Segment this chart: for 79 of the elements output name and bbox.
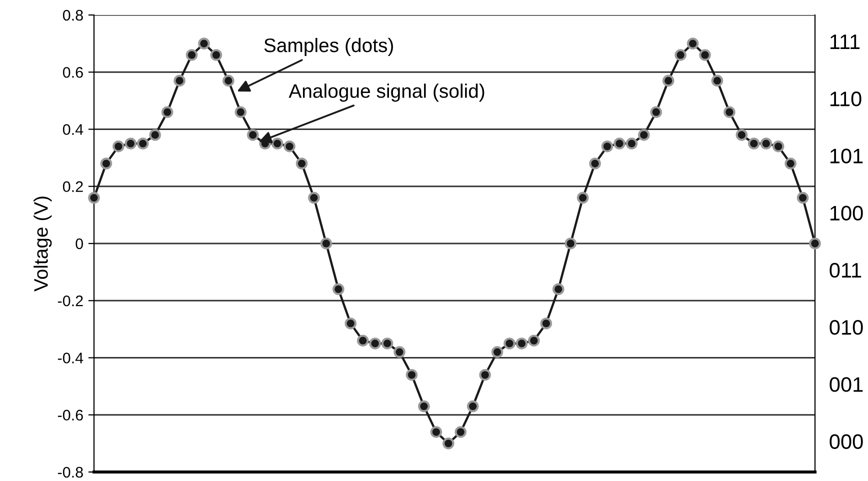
point xyxy=(418,400,430,412)
point xyxy=(711,74,724,87)
text: 010 xyxy=(830,320,863,335)
y-axis-title: Voltage (V) xyxy=(34,196,52,292)
point xyxy=(442,438,454,450)
text: 001 xyxy=(830,377,863,392)
point xyxy=(479,368,491,381)
point xyxy=(760,138,772,150)
point xyxy=(576,192,589,204)
point xyxy=(540,318,552,330)
y-tick-label: 0 xyxy=(76,238,83,250)
point xyxy=(369,338,381,350)
point xyxy=(784,158,796,170)
point xyxy=(772,140,784,152)
point xyxy=(686,38,699,50)
y-tick-label: 0.6 xyxy=(62,66,83,78)
point xyxy=(564,238,576,250)
point xyxy=(136,138,149,150)
annotation: Analogue signal (solid) xyxy=(288,84,484,102)
point xyxy=(161,106,174,118)
point xyxy=(88,192,100,204)
point xyxy=(796,192,809,204)
text: 110 xyxy=(830,92,862,106)
point xyxy=(124,138,137,150)
point xyxy=(516,338,528,350)
text: 101 xyxy=(830,148,863,164)
y-tick-label: -0.6 xyxy=(58,410,83,421)
point xyxy=(552,283,564,296)
point xyxy=(650,106,662,118)
point xyxy=(454,426,467,438)
text: 000 xyxy=(830,434,863,450)
point xyxy=(699,49,711,61)
point xyxy=(626,138,638,150)
y-tick-label: -0.2 xyxy=(58,295,83,306)
point xyxy=(271,138,284,150)
point xyxy=(149,129,162,141)
point xyxy=(614,138,626,150)
point xyxy=(466,400,479,412)
point xyxy=(296,158,308,170)
point xyxy=(748,138,760,150)
text: 100 xyxy=(830,206,863,221)
annotation: Samples (dots) xyxy=(264,38,393,56)
point xyxy=(406,368,418,381)
point xyxy=(504,338,516,350)
point xyxy=(284,140,296,152)
point xyxy=(528,334,540,347)
point xyxy=(356,334,369,347)
point xyxy=(724,106,736,118)
point xyxy=(332,283,344,296)
point xyxy=(100,158,112,170)
point xyxy=(174,74,186,87)
text: 111 xyxy=(830,34,860,49)
point xyxy=(222,74,234,87)
point xyxy=(381,338,394,350)
point xyxy=(308,192,320,204)
point xyxy=(394,346,406,358)
point xyxy=(186,49,198,61)
point xyxy=(589,158,601,170)
point xyxy=(246,129,259,141)
point xyxy=(674,49,686,61)
point xyxy=(234,106,247,118)
y-tick-label: 0.4 xyxy=(62,124,84,135)
text: 011 xyxy=(830,262,862,278)
y-tick-label: -0.4 xyxy=(58,352,84,364)
point xyxy=(736,129,748,141)
y-tick-label: -0.8 xyxy=(58,466,83,478)
point xyxy=(809,238,821,250)
point xyxy=(320,238,332,250)
point xyxy=(344,318,357,330)
point xyxy=(638,129,650,141)
point xyxy=(210,49,222,61)
point xyxy=(198,38,210,50)
point xyxy=(491,346,504,358)
point xyxy=(662,74,674,87)
point xyxy=(112,140,124,152)
point xyxy=(601,140,614,152)
y-tick-label: 0.2 xyxy=(62,181,83,192)
y-tick-label: 0.8 xyxy=(62,10,83,21)
point xyxy=(430,426,442,438)
